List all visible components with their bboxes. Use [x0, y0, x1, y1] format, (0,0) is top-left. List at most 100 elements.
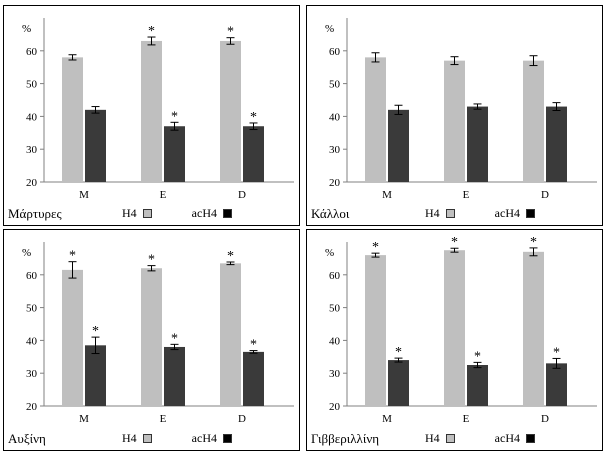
y-tick-label: 60 [329, 46, 341, 58]
bar-ach4-d [243, 126, 264, 182]
x-category-label: M [382, 189, 392, 201]
legend-swatch-h4 [445, 209, 455, 218]
bar-h4-d [523, 251, 544, 406]
y-tick-label: 40 [26, 335, 38, 347]
y-tick-label: 30 [329, 144, 341, 156]
bar-ach4-d [243, 351, 264, 406]
panel-title: Κάλλοι [311, 206, 350, 221]
y-tick-label: 20 [329, 401, 341, 413]
y-tick-label: 50 [26, 303, 38, 315]
legend-label-h4: H4 [425, 431, 440, 445]
x-category-label: E [463, 413, 470, 425]
chart-panel-callus: % 20 30 40 50 60 M E D Κάλλοι H4 acH4 [306, 5, 603, 226]
x-category-label: E [160, 189, 167, 201]
legend: H4 acH4 [122, 431, 232, 446]
significance-star: * [250, 338, 257, 353]
chart-plot: % 20 30 40 50 60 M * * E * * D [22, 18, 294, 201]
bar-h4-m [365, 57, 386, 182]
legend-label-h4: H4 [122, 431, 137, 445]
bar-ach4-m [85, 109, 106, 182]
y-tick-label: 20 [329, 177, 341, 189]
bar-h4-m [62, 269, 83, 406]
significance-star: * [148, 24, 155, 39]
chart-panel-auxin: % 20 30 40 50 60 * * M * * E * * D Αυξίνη H4 acH4 [3, 229, 300, 451]
y-tick-label: 40 [26, 111, 38, 123]
legend-label-ach4: acH4 [191, 206, 217, 220]
legend-swatch-h4 [142, 209, 152, 218]
y-tick-label: 60 [329, 270, 341, 282]
legend-swatch-h4 [445, 434, 455, 443]
x-category-label: D [541, 189, 549, 201]
bar-h4-m [62, 57, 83, 182]
x-category-label: D [238, 413, 246, 425]
significance-star: * [171, 331, 178, 346]
y-unit-label: % [325, 23, 334, 35]
significance-star: * [227, 249, 234, 264]
legend-swatch-h4 [142, 434, 152, 443]
bar-ach4-d [546, 363, 567, 406]
significance-star: * [474, 349, 481, 364]
legend-label-ach4: acH4 [494, 206, 520, 220]
legend: H4 acH4 [122, 206, 232, 221]
bar-h4-m [365, 255, 386, 406]
bar-h4-d [523, 60, 544, 182]
x-category-label: E [160, 413, 167, 425]
bar-ach4-e [164, 346, 185, 406]
bar-h4-e [444, 250, 465, 406]
chart-panel-control: % 20 30 40 50 60 M * * E * * D Μάρτυρες H4 acH4 [3, 5, 300, 226]
y-tick-label: 50 [329, 303, 341, 315]
bar-h4-e [141, 40, 162, 183]
y-tick-label: 30 [26, 368, 38, 380]
x-category-label: M [79, 413, 89, 425]
bar-h4-d [220, 40, 241, 183]
bar-ach4-m [85, 345, 106, 406]
panel-title: Γιββεριλλίνη [311, 431, 380, 446]
y-tick-label: 50 [26, 79, 38, 91]
legend: H4 acH4 [425, 206, 535, 221]
significance-star: * [171, 109, 178, 124]
y-tick-label: 30 [329, 368, 341, 380]
chart-plot: % 20 30 40 50 60 * * M * * E * * D [325, 235, 597, 425]
y-unit-label: % [22, 247, 31, 259]
panel-title: Μάρτυρες [8, 206, 62, 221]
x-category-label: D [238, 189, 246, 201]
bar-ach4-d [546, 106, 567, 182]
significance-star: * [227, 25, 234, 40]
legend-swatch-ach4 [526, 209, 535, 218]
significance-star: * [69, 249, 76, 264]
legend-swatch-ach4 [223, 209, 232, 218]
significance-star: * [451, 235, 458, 250]
y-tick-label: 40 [329, 111, 341, 123]
legend-swatch-ach4 [526, 434, 535, 443]
legend-label-h4: H4 [425, 206, 440, 220]
bar-h4-e [141, 268, 162, 406]
legend-label-ach4: acH4 [191, 431, 217, 445]
bar-ach4-m [388, 109, 409, 182]
y-tick-label: 40 [329, 335, 341, 347]
x-category-label: M [382, 413, 392, 425]
bar-h4-e [444, 60, 465, 182]
y-tick-label: 20 [26, 401, 38, 413]
significance-star: * [372, 240, 379, 255]
chart-plot: % 20 30 40 50 60 M E D [325, 18, 597, 201]
y-tick-label: 20 [26, 177, 38, 189]
significance-star: * [148, 253, 155, 268]
y-unit-label: % [22, 23, 31, 35]
significance-star: * [530, 235, 537, 250]
legend: H4 acH4 [425, 431, 535, 446]
y-unit-label: % [325, 247, 334, 259]
y-tick-label: 50 [329, 79, 341, 91]
y-tick-label: 30 [26, 144, 38, 156]
significance-star: * [395, 345, 402, 360]
x-category-label: M [79, 189, 89, 201]
x-category-label: D [541, 413, 549, 425]
significance-star: * [92, 324, 99, 339]
legend-swatch-ach4 [223, 434, 232, 443]
significance-star: * [250, 110, 257, 125]
bar-ach4-e [467, 365, 488, 406]
chart-panel-gibberellin: % 20 30 40 50 60 * * M * * E * * D Γιββεριλλίνη H4 acH… [306, 229, 603, 451]
y-tick-label: 60 [26, 46, 38, 58]
panel-title: Αυξίνη [8, 431, 46, 446]
legend-label-ach4: acH4 [494, 431, 520, 445]
bar-ach4-m [388, 360, 409, 406]
